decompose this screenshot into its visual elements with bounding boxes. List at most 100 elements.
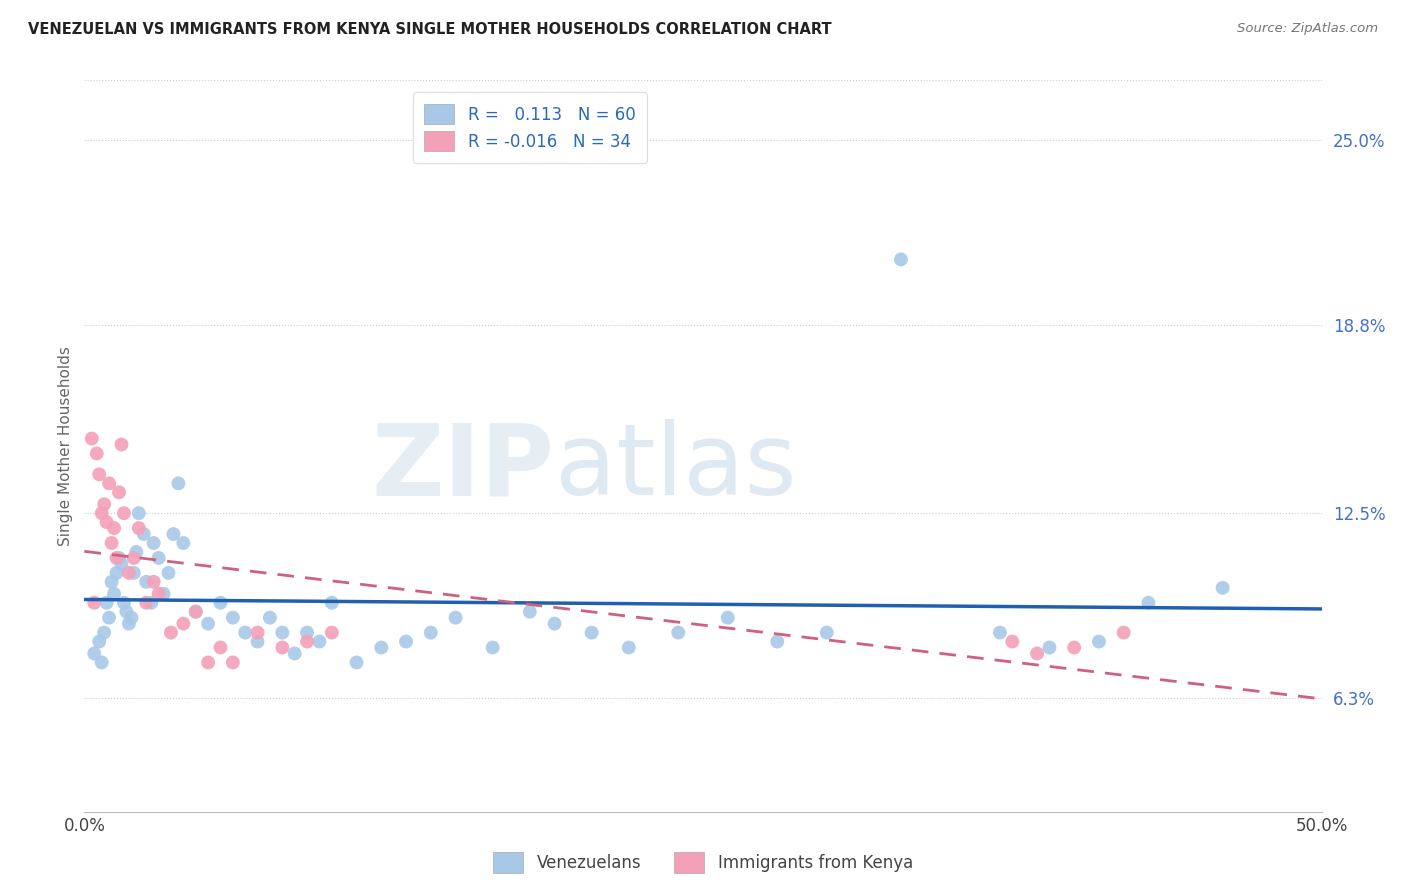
- Point: [122, 566, 145, 580]
- Point: [105, 566, 128, 580]
- Point: [96, 515, 118, 529]
- Point: [105, 551, 128, 566]
- Point: [128, 521, 150, 535]
- Point: [93, 497, 115, 511]
- Point: [135, 596, 157, 610]
- Point: [370, 640, 392, 655]
- Point: [766, 634, 789, 648]
- Point: [271, 640, 294, 655]
- Point: [83, 647, 105, 661]
- Point: [259, 610, 281, 624]
- Point: [122, 551, 145, 566]
- Point: [395, 634, 418, 648]
- Point: [100, 574, 122, 589]
- Point: [125, 545, 148, 559]
- Point: [295, 634, 318, 648]
- Text: Source: ZipAtlas.com: Source: ZipAtlas.com: [1237, 22, 1378, 36]
- Point: [890, 252, 912, 267]
- Point: [152, 587, 174, 601]
- Point: [110, 437, 132, 451]
- Point: [184, 605, 207, 619]
- Point: [83, 596, 105, 610]
- Point: [135, 574, 157, 589]
- Point: [1112, 625, 1135, 640]
- Point: [717, 610, 740, 624]
- Point: [86, 446, 108, 460]
- Point: [100, 536, 122, 550]
- Point: [103, 587, 125, 601]
- Point: [89, 467, 111, 482]
- Point: [222, 610, 245, 624]
- Point: [98, 476, 121, 491]
- Point: [543, 616, 565, 631]
- Point: [90, 506, 112, 520]
- Point: [284, 647, 307, 661]
- Text: VENEZUELAN VS IMMIGRANTS FROM KENYA SINGLE MOTHER HOUSEHOLDS CORRELATION CHART: VENEZUELAN VS IMMIGRANTS FROM KENYA SING…: [28, 22, 832, 37]
- Point: [1212, 581, 1234, 595]
- Point: [162, 527, 184, 541]
- Point: [1001, 634, 1024, 648]
- Point: [666, 625, 689, 640]
- Point: [197, 616, 219, 631]
- Point: [148, 587, 170, 601]
- Point: [209, 640, 232, 655]
- Point: [160, 625, 183, 640]
- Point: [222, 656, 245, 670]
- Point: [321, 596, 343, 610]
- Legend: Venezuelans, Immigrants from Kenya: Venezuelans, Immigrants from Kenya: [486, 846, 920, 880]
- Point: [89, 634, 111, 648]
- Point: [184, 605, 207, 619]
- Point: [1137, 596, 1160, 610]
- Point: [93, 625, 115, 640]
- Point: [98, 610, 121, 624]
- Point: [112, 506, 135, 520]
- Point: [209, 596, 232, 610]
- Point: [617, 640, 640, 655]
- Point: [96, 596, 118, 610]
- Point: [581, 625, 603, 640]
- Legend: R =   0.113   N = 60, R = -0.016   N = 34: R = 0.113 N = 60, R = -0.016 N = 34: [412, 92, 647, 163]
- Text: ZIP: ZIP: [371, 419, 554, 516]
- Point: [197, 656, 219, 670]
- Point: [167, 476, 190, 491]
- Point: [308, 634, 330, 648]
- Point: [233, 625, 256, 640]
- Point: [115, 605, 138, 619]
- Point: [110, 557, 132, 571]
- Point: [172, 536, 194, 550]
- Point: [271, 625, 294, 640]
- Point: [128, 506, 150, 520]
- Point: [346, 656, 368, 670]
- Point: [321, 625, 343, 640]
- Point: [295, 625, 318, 640]
- Point: [120, 610, 142, 624]
- Point: [80, 432, 103, 446]
- Point: [519, 605, 541, 619]
- Point: [1038, 640, 1060, 655]
- Point: [1088, 634, 1111, 648]
- Point: [112, 596, 135, 610]
- Point: [141, 596, 163, 610]
- Point: [988, 625, 1011, 640]
- Point: [815, 625, 838, 640]
- Point: [132, 527, 155, 541]
- Point: [118, 566, 141, 580]
- Point: [246, 634, 269, 648]
- Point: [142, 536, 165, 550]
- Point: [481, 640, 503, 655]
- Point: [172, 616, 194, 631]
- Point: [90, 656, 112, 670]
- Point: [108, 551, 131, 566]
- Point: [157, 566, 180, 580]
- Point: [118, 616, 141, 631]
- Text: atlas: atlas: [554, 419, 796, 516]
- Point: [103, 521, 125, 535]
- Point: [108, 485, 131, 500]
- Point: [142, 574, 165, 589]
- Y-axis label: Single Mother Households: Single Mother Households: [58, 346, 73, 546]
- Point: [148, 551, 170, 566]
- Point: [246, 625, 269, 640]
- Point: [1026, 647, 1049, 661]
- Point: [444, 610, 467, 624]
- Point: [419, 625, 441, 640]
